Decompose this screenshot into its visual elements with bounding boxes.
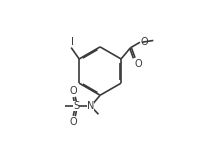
Text: I: I — [71, 37, 74, 47]
Text: S: S — [73, 102, 79, 111]
Text: O: O — [135, 59, 143, 69]
Text: N: N — [87, 102, 94, 111]
Text: O: O — [70, 117, 77, 127]
Text: O: O — [70, 86, 77, 96]
Text: O: O — [140, 37, 148, 47]
